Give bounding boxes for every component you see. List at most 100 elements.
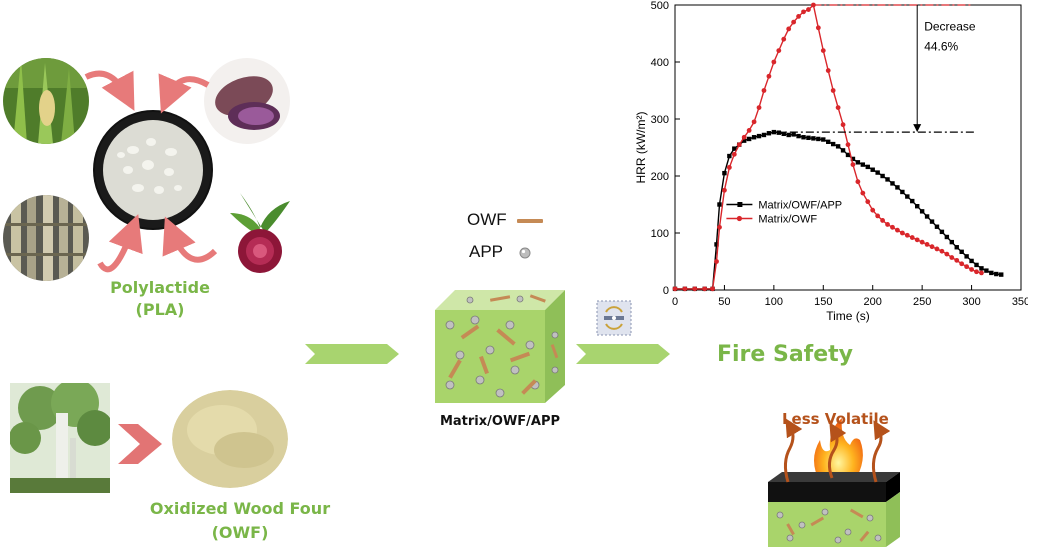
series-point xyxy=(766,73,772,79)
series-point xyxy=(726,165,732,170)
series-point xyxy=(949,239,954,245)
chart-annotation-layer: Decrease 44.6% Matrix/OWF/APP Matrix/OWF xyxy=(726,4,977,226)
series-point xyxy=(929,244,935,250)
series-point xyxy=(919,209,925,214)
series-point xyxy=(835,144,841,149)
series-point xyxy=(910,198,915,204)
owf-label: Oxidized Wood Four (OWF) xyxy=(130,497,350,545)
series-point xyxy=(890,224,895,230)
arrow-potato-to-pla xyxy=(158,73,210,114)
sugarcane-icon xyxy=(3,195,89,281)
series-point xyxy=(964,254,969,259)
pla-label: Polylactide (PLA) xyxy=(70,277,250,321)
series-point xyxy=(845,152,851,158)
x-tick-label: 350 xyxy=(1012,296,1028,308)
x-tick-label: 150 xyxy=(814,296,832,308)
series-point xyxy=(825,68,831,73)
series-point xyxy=(880,173,885,179)
series-line-0 xyxy=(675,131,1002,290)
x-tick-label: 250 xyxy=(913,296,931,308)
series-point xyxy=(850,156,856,162)
series-point xyxy=(776,48,782,53)
owf-label-line2: (OWF) xyxy=(211,523,269,542)
series-point xyxy=(919,239,925,245)
pla-pellets-photo xyxy=(93,110,213,230)
legend-label: Matrix/OWF/APP xyxy=(758,200,842,212)
series-point xyxy=(870,167,875,172)
series-point xyxy=(727,153,732,159)
beet-icon xyxy=(210,183,304,277)
series-point xyxy=(682,286,688,292)
series-point xyxy=(984,268,989,273)
series-point xyxy=(672,286,678,292)
series-point xyxy=(801,9,806,15)
series-point xyxy=(826,139,831,144)
arrow-corn-to-pla xyxy=(84,70,135,111)
series-point xyxy=(895,227,900,233)
sweet-potato-icon xyxy=(204,58,290,144)
volatile-arrow-middle xyxy=(827,422,847,479)
legend-owf: OWF xyxy=(467,210,545,230)
series-point xyxy=(909,235,915,240)
char-top xyxy=(768,472,900,482)
y-axis-label: HRR (kW/m²) xyxy=(634,112,648,184)
series-point xyxy=(904,232,910,238)
series-point xyxy=(806,135,811,141)
series-point xyxy=(914,237,920,243)
x-tick-label: 0 xyxy=(672,296,678,308)
series-point xyxy=(959,249,964,255)
series-point xyxy=(746,127,752,133)
x-axis-label: Time (s) xyxy=(826,309,870,323)
series-point xyxy=(806,7,811,12)
series-point xyxy=(905,194,910,199)
series-point xyxy=(999,272,1004,277)
series-point xyxy=(761,132,767,138)
series-point xyxy=(751,119,757,125)
series-point xyxy=(771,59,777,65)
series-point xyxy=(717,202,722,207)
series-point xyxy=(714,242,719,247)
series-point xyxy=(964,264,970,270)
annotation-line1: Decrease xyxy=(924,20,976,34)
tree-photo xyxy=(10,383,110,493)
series-point xyxy=(924,214,930,219)
y-tick-label: 0 xyxy=(663,285,669,297)
series-point xyxy=(761,88,767,93)
series-point xyxy=(934,224,940,229)
series-point xyxy=(821,137,826,142)
series-point xyxy=(959,261,965,267)
cube-side xyxy=(545,290,565,403)
legend-owf-label: OWF xyxy=(467,210,507,229)
series-point xyxy=(890,181,895,186)
x-tick-label: 200 xyxy=(864,296,882,308)
series-point xyxy=(830,88,836,93)
series-point xyxy=(915,204,920,209)
series-point xyxy=(722,170,727,176)
series-point xyxy=(944,251,950,257)
x-tick-label: 100 xyxy=(765,296,783,308)
series-point xyxy=(756,105,762,110)
series-point xyxy=(865,199,871,205)
series-point xyxy=(736,142,742,148)
series-point xyxy=(845,142,851,148)
series-point xyxy=(974,269,979,275)
series-point xyxy=(820,48,826,53)
input-arrow xyxy=(305,344,399,364)
sugarcane-photo xyxy=(3,195,89,281)
series-point xyxy=(979,266,984,271)
series-point xyxy=(741,134,747,140)
burning-sample xyxy=(768,418,900,547)
arrow-beet-to-pla xyxy=(162,216,218,263)
series-point xyxy=(969,258,974,264)
series-point xyxy=(830,141,836,147)
y-tick-label: 400 xyxy=(651,57,669,69)
series-point xyxy=(781,36,787,42)
series-point xyxy=(714,259,719,264)
series-point xyxy=(801,135,806,140)
arrow-cane-to-pla xyxy=(97,214,143,273)
pla-label-line1: Polylactide xyxy=(110,278,210,297)
char-layer xyxy=(768,482,886,502)
x-tick-label: 50 xyxy=(718,296,730,308)
y-tick-label: 300 xyxy=(651,114,669,126)
series-point xyxy=(929,219,935,224)
